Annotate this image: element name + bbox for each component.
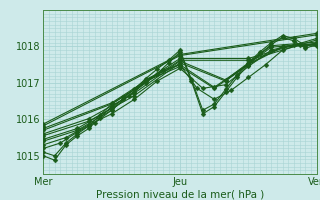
X-axis label: Pression niveau de la mer( hPa ): Pression niveau de la mer( hPa ) xyxy=(96,190,264,200)
